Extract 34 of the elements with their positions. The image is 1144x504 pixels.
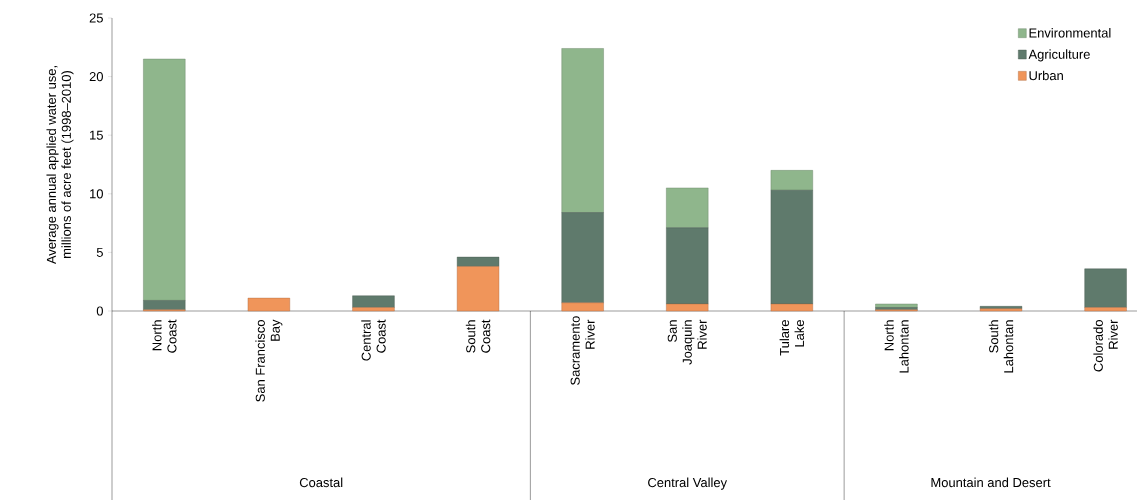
text: Central Valley [648,477,728,490]
bar [561,302,604,312]
x-tick-label: Colorado River [1093,319,1118,372]
x-tick-label: San Joaquin River [667,319,707,365]
x-tick-label: North Lahontan [884,320,909,373]
bar [247,297,290,312]
bar [1084,307,1127,312]
x-tick-label: South Lahontan [988,320,1014,373]
legend-label: Agriculture [1028,49,1090,62]
y-tick-label: 15 [90,130,103,140]
text: Mountain and Desert [931,477,1051,488]
y-axis-title: Average annual applied water use, millions of acre feet (1998–2010) [46,66,74,265]
y-tick-label: 20 [89,72,103,82]
bar [875,303,918,308]
x-tick-label: South Coast [465,319,491,353]
legend-label: Urban [1029,70,1063,81]
x-tick-label: Tulare Lake [779,320,805,356]
legend-label: Environmental [1029,28,1111,38]
x-tick-label: San Francisco Bay [255,319,283,402]
y-tick-label: 25 [89,13,103,23]
bar [666,303,709,312]
bar [352,307,395,312]
bar [1084,268,1127,308]
bar [456,266,500,312]
y-tick-label: 0 [96,306,103,316]
bar [770,303,813,312]
bar [352,295,395,308]
y-tick-label: 5 [96,247,103,257]
text: Coastal [299,477,343,488]
bar [456,256,500,267]
x-tick-label: Central Coast [361,319,386,361]
x-tick-label: Sacramento River [570,316,595,385]
x-tick-label: North Coast [152,319,177,353]
y-tick-label: 10 [90,189,103,199]
